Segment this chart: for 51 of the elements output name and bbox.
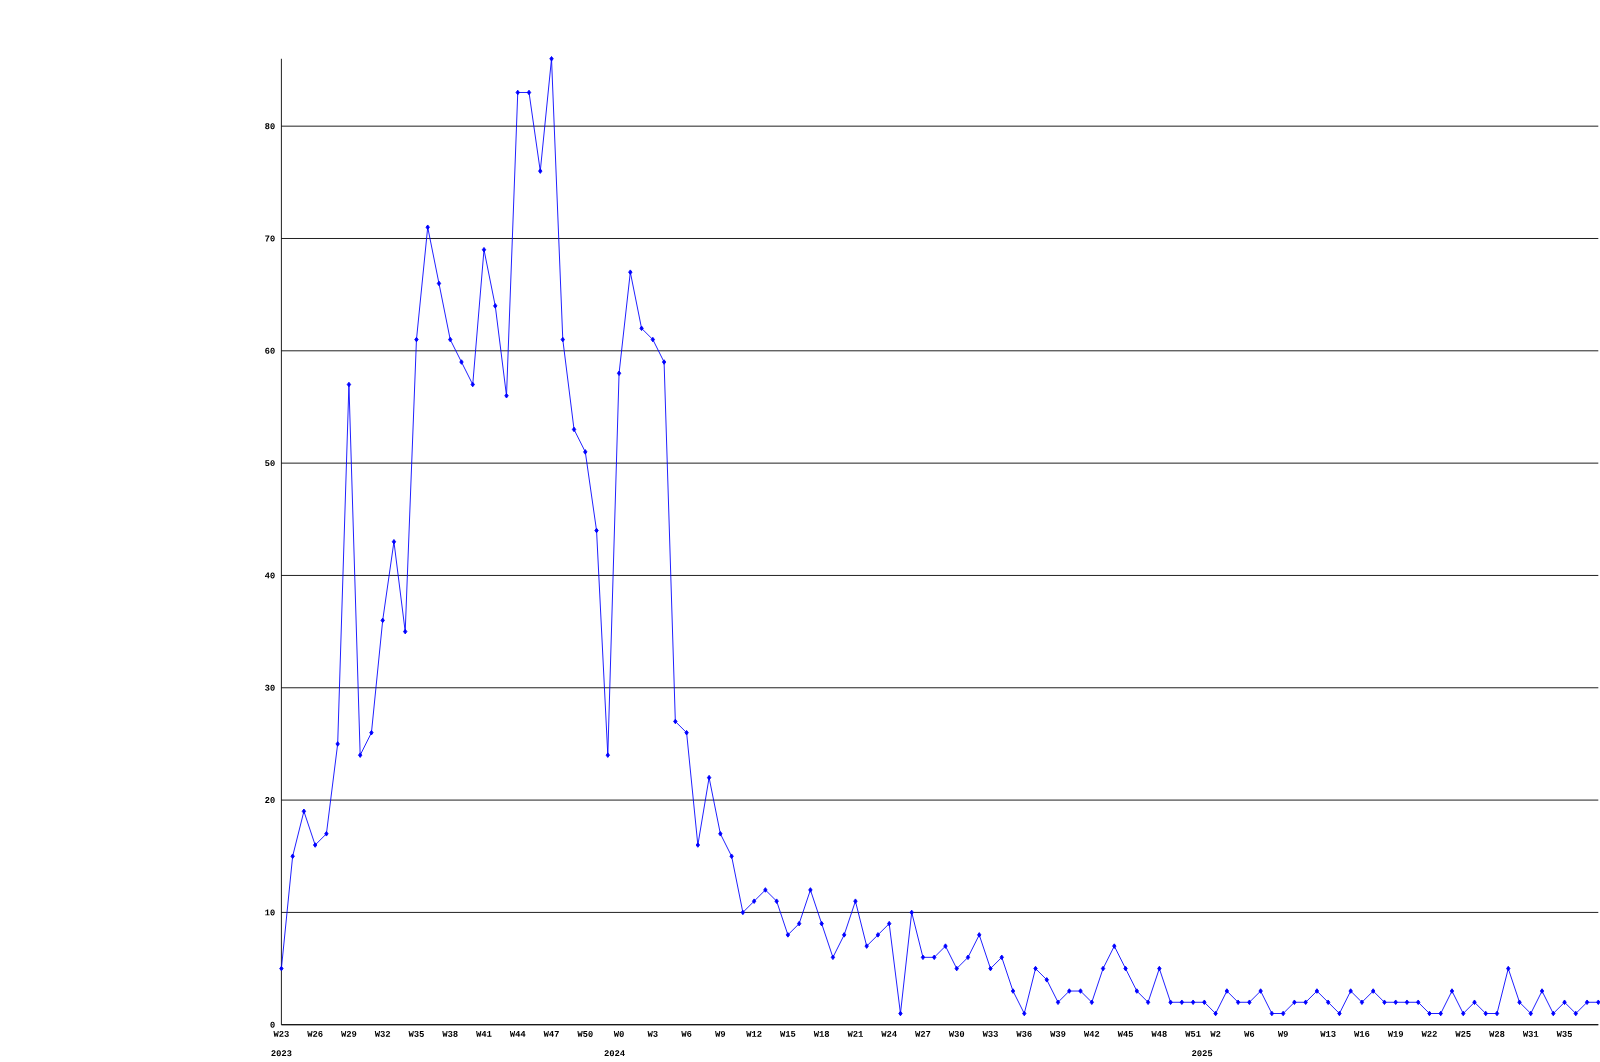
x-tick-label: W24: [881, 1030, 897, 1037]
y-tick-label: 60: [265, 347, 275, 354]
text: 2025: [1192, 1050, 1213, 1057]
x-tick-label: W29: [341, 1030, 357, 1037]
x-tick-label: W6: [1244, 1030, 1255, 1037]
y-tick-label: 30: [265, 684, 275, 691]
x-tick-label: W9: [715, 1030, 726, 1037]
x-tick-label: W41: [476, 1030, 492, 1037]
y-tick-label: 40: [264, 572, 275, 579]
x-tick-label: W9: [1277, 1030, 1288, 1037]
x-tick-label: W48: [1151, 1030, 1167, 1037]
x-tick-label: W36: [1016, 1030, 1032, 1037]
x-tick-label: W21: [847, 1030, 863, 1037]
x-tick-label: W39: [1050, 1030, 1066, 1037]
x-tick-label: W47: [543, 1030, 559, 1037]
x-tick-label: W13: [1320, 1030, 1336, 1037]
x-tick-label: W15: [780, 1030, 796, 1037]
x-tick-label: W25: [1455, 1030, 1471, 1037]
x-tick-label: W3: [647, 1030, 658, 1037]
x-tick-label: W30: [948, 1030, 965, 1037]
x-tick-label: W51: [1185, 1030, 1201, 1037]
x-tick-label: W38: [442, 1030, 458, 1037]
x-tick-label: W2: [1210, 1030, 1221, 1037]
x-tick-label: W35: [408, 1030, 424, 1037]
x-tick-label: W28: [1489, 1030, 1505, 1037]
y-tick-label: 80: [265, 123, 275, 130]
x-tick-label: W23: [273, 1030, 289, 1037]
y-tick-label: 70: [265, 235, 275, 242]
x-tick-label: W12: [746, 1030, 762, 1037]
x-tick-label: W16: [1354, 1030, 1370, 1037]
text: 2024: [604, 1050, 625, 1057]
x-tick-label: W0: [613, 1030, 624, 1037]
y-tick-label: 10: [265, 909, 275, 916]
x-tick-label: W27: [915, 1030, 931, 1037]
y-tick-label: 0: [270, 1021, 275, 1028]
x-tick-label: W6: [681, 1030, 692, 1037]
x-tick-label: W31: [1522, 1030, 1539, 1037]
x-tick-label: W22: [1421, 1030, 1437, 1037]
text: 2023: [271, 1050, 292, 1057]
y-tick-label: 20: [265, 797, 275, 804]
x-tick-label: W32: [374, 1030, 391, 1037]
x-tick-label: W50: [577, 1030, 593, 1037]
x-tick-label: W35: [1556, 1030, 1572, 1037]
x-tick-label: W45: [1117, 1030, 1134, 1037]
x-tick-label: W42: [1083, 1030, 1100, 1037]
x-tick-label: W26: [307, 1030, 323, 1037]
y-tick-label: 50: [265, 460, 275, 467]
x-tick-label: W19: [1387, 1030, 1404, 1037]
x-tick-label: W33: [982, 1030, 998, 1037]
x-tick-label: W44: [509, 1030, 526, 1037]
x-tick-label: W18: [813, 1030, 830, 1037]
